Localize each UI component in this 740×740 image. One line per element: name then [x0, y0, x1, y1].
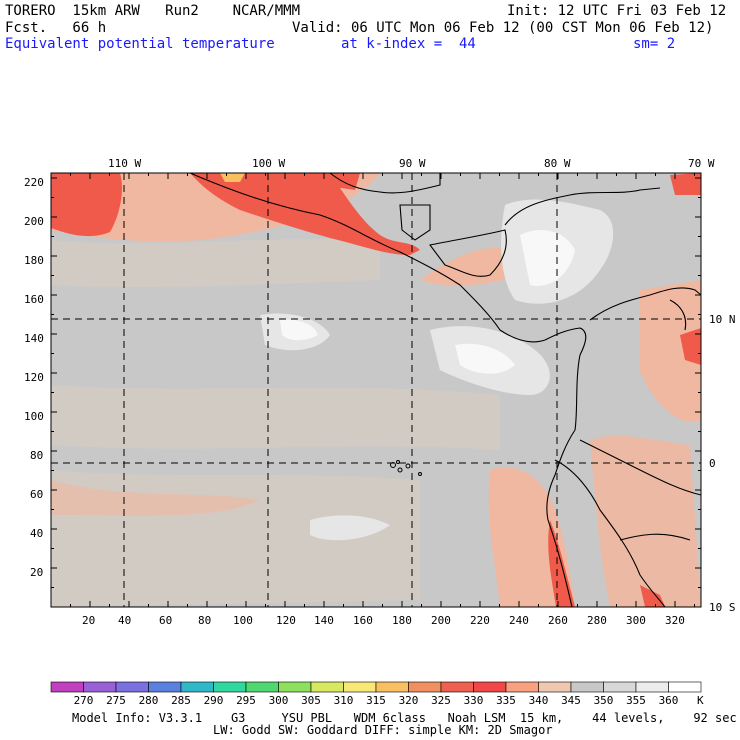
- colorbar-label: 315: [366, 694, 386, 707]
- colorbar-label: 360: [659, 694, 679, 707]
- colorbar-swatch: [538, 681, 572, 693]
- x-label: 160: [353, 614, 373, 627]
- colorbar-swatch: [213, 681, 247, 693]
- right-lat-labels: 10 N 0 10 S: [709, 313, 736, 614]
- level-index: at k-index = 44: [341, 36, 476, 52]
- x-label: 80: [198, 614, 211, 627]
- colorbar-swatch: [668, 681, 702, 693]
- x-label: 100: [233, 614, 253, 627]
- colorbar-swatch: [115, 681, 149, 693]
- colorbar-label: 330: [464, 694, 484, 707]
- field-340: [51, 173, 701, 607]
- x-label: 40: [118, 614, 131, 627]
- colorbar-swatch: [635, 681, 669, 693]
- colorbar-label: 355: [626, 694, 646, 707]
- colorbar-swatch: [245, 681, 279, 693]
- colorbar-swatch: [83, 681, 117, 693]
- left-y-labels: 220 200 180 160 140 120 100 80 60 40 20: [24, 176, 44, 579]
- x-label: 60: [159, 614, 172, 627]
- smoothing: sm= 2: [633, 36, 676, 52]
- colorbar-swatch: [473, 681, 507, 693]
- x-label: 120: [276, 614, 296, 627]
- x-label: 240: [509, 614, 529, 627]
- y-label: 100: [24, 410, 44, 423]
- colorbar-swatch: [50, 681, 84, 693]
- physics-info: LW: Godd SW: Goddard DIFF: simple KM: 2D…: [213, 723, 553, 737]
- y-label: 140: [24, 332, 44, 345]
- y-label: 80: [30, 449, 43, 462]
- y-label: 180: [24, 254, 44, 267]
- lat-label: 0: [709, 457, 716, 470]
- lon-label: 90 W: [399, 157, 426, 170]
- colorbar-unit: K: [697, 694, 704, 707]
- y-label: 40: [30, 527, 43, 540]
- colorbar-swatch: [570, 681, 604, 693]
- x-label: 20: [82, 614, 95, 627]
- y-label: 60: [30, 488, 43, 501]
- init-time: Init: 12 UTC Fri 03 Feb 12: [507, 3, 727, 19]
- colorbar-swatch: [440, 681, 474, 693]
- x-label: 220: [470, 614, 490, 627]
- y-label: 120: [24, 371, 44, 384]
- colorbar-label: 305: [301, 694, 321, 707]
- colorbar-swatch: [278, 681, 312, 693]
- x-label: 200: [431, 614, 451, 627]
- colorbar-swatch: [375, 681, 409, 693]
- header-title: TORERO 15km ARW Run2 NCAR/MMM: [5, 3, 301, 19]
- colorbar-label: 340: [529, 694, 549, 707]
- colorbar-label: 325: [431, 694, 451, 707]
- lon-label: 110 W: [108, 157, 141, 170]
- lon-label: 80 W: [544, 157, 571, 170]
- valid-time: Valid: 06 UTC Mon 06 Feb 12 (00 CST Mon …: [292, 20, 714, 36]
- y-label: 160: [24, 293, 44, 306]
- colorbar-label: 290: [204, 694, 224, 707]
- y-label: 20: [30, 566, 43, 579]
- colorbar-swatch: [343, 681, 377, 693]
- lon-label: 70 W: [688, 157, 715, 170]
- lat-lon-grid: [51, 173, 701, 607]
- colorbar-swatch: [505, 681, 539, 693]
- forecast-hour: Fcst. 66 h: [5, 20, 107, 36]
- colorbar-swatch: [148, 681, 182, 693]
- colorbar-label: 285: [171, 694, 191, 707]
- colorbar-swatch: [408, 681, 442, 693]
- x-label: 300: [626, 614, 646, 627]
- colorbar-swatch: [310, 681, 344, 693]
- y-label: 220: [24, 176, 44, 189]
- colorbar-swatch: [180, 681, 214, 693]
- lon-label: 100 W: [252, 157, 285, 170]
- y-label: 200: [24, 215, 44, 228]
- colorbar-label: 320: [399, 694, 419, 707]
- field-name: Equivalent potential temperature: [5, 36, 275, 52]
- axis-ticks: [50, 173, 701, 608]
- lat-label: 10 S: [709, 601, 736, 614]
- colorbar-label: 280: [139, 694, 159, 707]
- top-lon-labels: 110 W 100 W 90 W 80 W 70 W: [108, 157, 715, 170]
- colorbar: 270 275 280 285 290 295 300 305 310 315 320 325 330 3…: [50, 681, 702, 707]
- colorbar-label: 335: [496, 694, 516, 707]
- colorbar-label: 275: [106, 694, 126, 707]
- x-label: 320: [665, 614, 685, 627]
- lat-label: 10 N: [709, 313, 736, 326]
- x-label: 140: [314, 614, 334, 627]
- field-360: [280, 230, 575, 374]
- galapagos-islands: [390, 460, 422, 476]
- x-label: 260: [548, 614, 568, 627]
- bottom-x-labels: 20 40 60 80 100 120 140 160 180 200 220 …: [82, 614, 685, 627]
- map-frame: [50, 172, 702, 608]
- colorbar-label: 345: [561, 694, 581, 707]
- colorbar-label: 270: [74, 694, 94, 707]
- model-info: Model Info: V3.3.1 G3 YSU PBL WDM 6class…: [72, 711, 737, 725]
- x-label: 280: [587, 614, 607, 627]
- colorbar-label: 295: [236, 694, 256, 707]
- colorbar-swatch: [603, 681, 637, 693]
- colorbar-label: 350: [594, 694, 614, 707]
- coastlines: [189, 172, 702, 608]
- colorbar-label: 300: [269, 694, 289, 707]
- x-label: 180: [392, 614, 412, 627]
- colorbar-label: 310: [334, 694, 354, 707]
